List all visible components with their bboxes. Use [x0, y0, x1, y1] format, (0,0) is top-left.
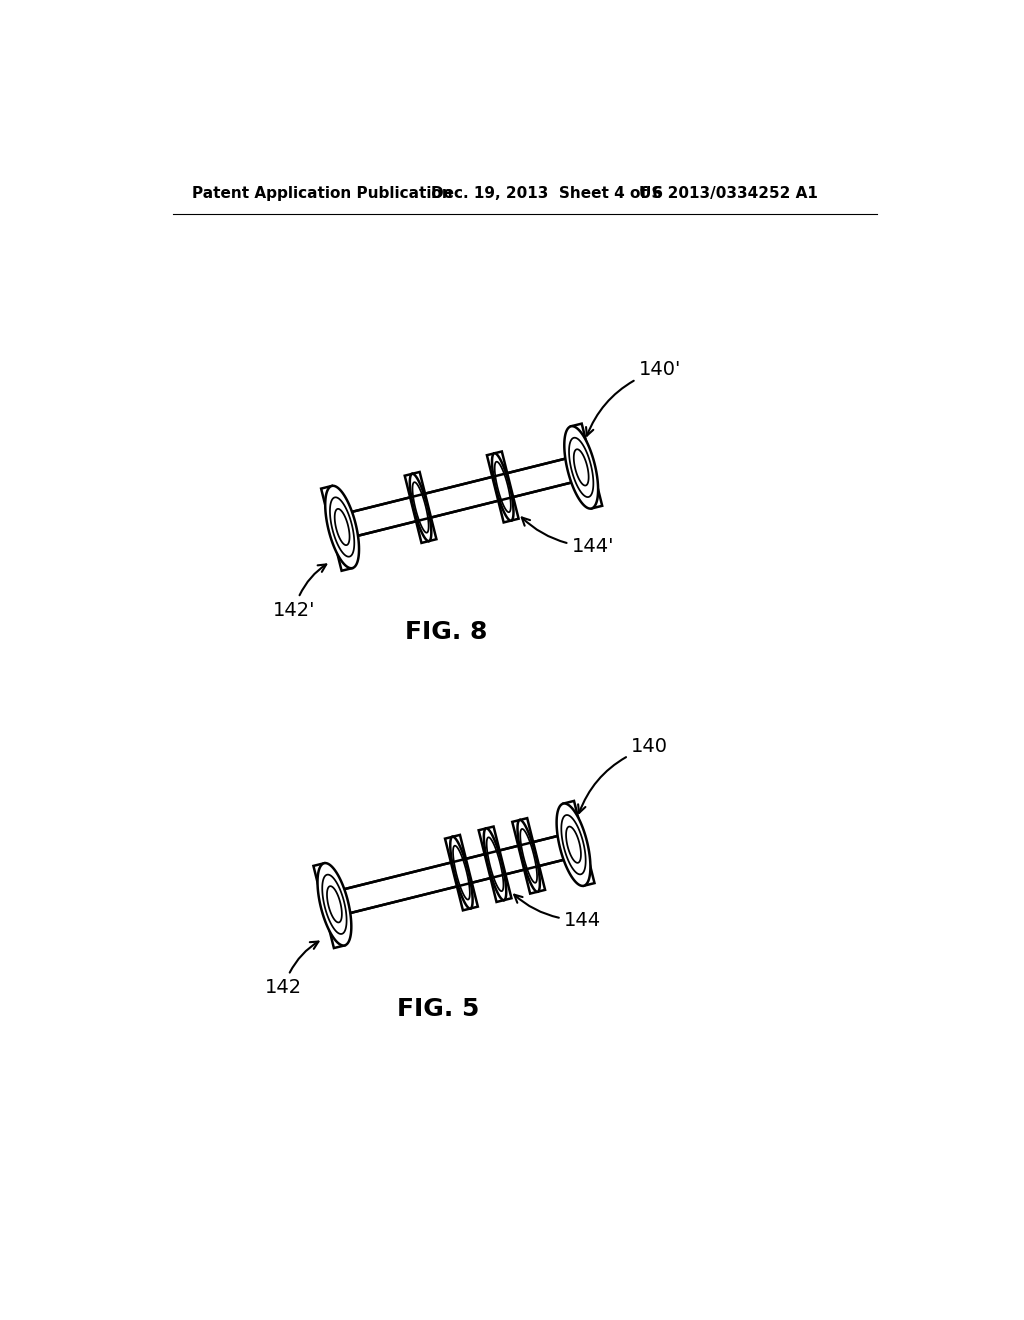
Polygon shape [495, 451, 518, 520]
Polygon shape [413, 473, 436, 541]
Text: FIG. 8: FIG. 8 [406, 620, 487, 644]
Polygon shape [317, 863, 351, 945]
Polygon shape [326, 486, 359, 568]
Text: 140: 140 [579, 738, 669, 813]
Polygon shape [486, 453, 511, 523]
Polygon shape [332, 833, 577, 916]
Polygon shape [563, 801, 595, 886]
Text: Patent Application Publication: Patent Application Publication [193, 186, 453, 201]
Text: Dec. 19, 2013  Sheet 4 of 6: Dec. 19, 2013 Sheet 4 of 6 [431, 186, 663, 201]
Polygon shape [512, 820, 538, 894]
Polygon shape [313, 863, 345, 948]
Polygon shape [478, 829, 504, 902]
Polygon shape [404, 474, 429, 543]
Text: US 2013/0334252 A1: US 2013/0334252 A1 [639, 186, 817, 201]
Polygon shape [322, 486, 352, 570]
Text: FIG. 5: FIG. 5 [397, 997, 480, 1022]
Polygon shape [410, 474, 431, 541]
Polygon shape [451, 837, 473, 908]
Polygon shape [571, 424, 602, 508]
Text: 144': 144' [522, 517, 614, 557]
Polygon shape [453, 836, 478, 908]
Text: 142: 142 [265, 941, 318, 997]
Polygon shape [339, 455, 584, 539]
Text: 144: 144 [514, 895, 601, 929]
Polygon shape [517, 820, 540, 892]
Polygon shape [492, 453, 513, 520]
Text: 140': 140' [586, 360, 681, 436]
Polygon shape [520, 818, 545, 892]
Text: 142': 142' [272, 565, 327, 619]
Polygon shape [557, 804, 591, 886]
Polygon shape [486, 826, 511, 900]
Polygon shape [564, 426, 598, 508]
Polygon shape [484, 829, 506, 900]
Polygon shape [445, 837, 470, 911]
